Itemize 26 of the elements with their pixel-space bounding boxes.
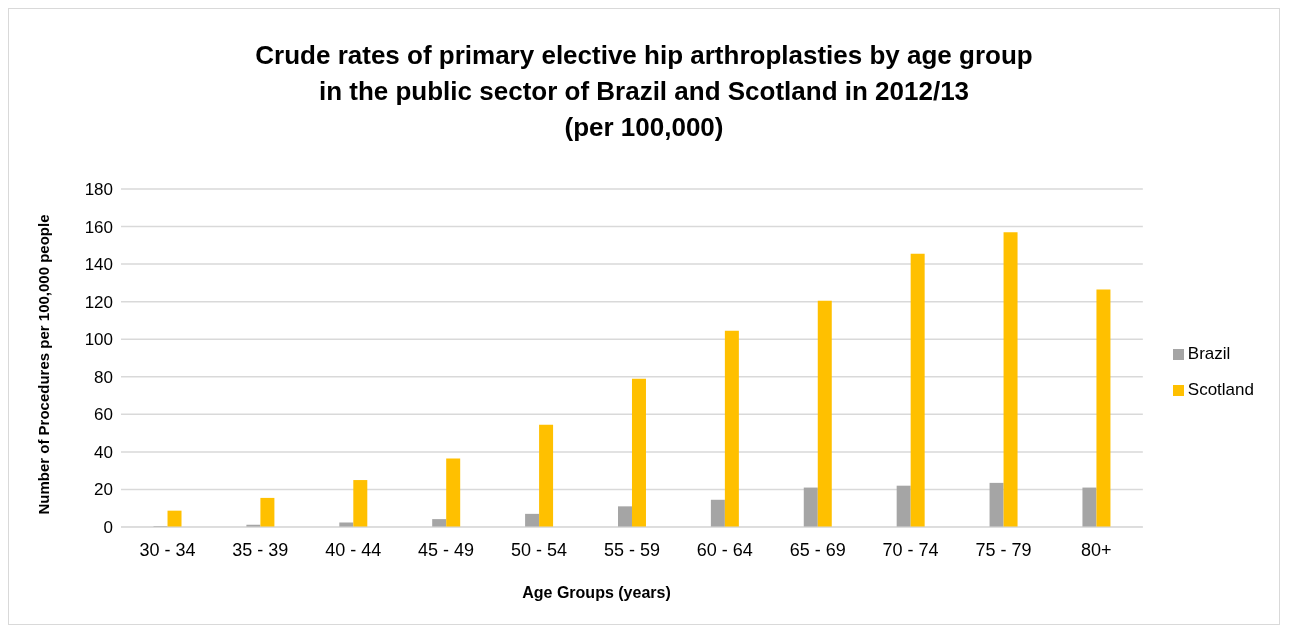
legend-label: Brazil (1187, 344, 1231, 363)
x-tick-label: 80+ (1081, 539, 1112, 560)
x-tick-label: 40 - 44 (325, 539, 382, 560)
x-tick-label: 35 - 39 (232, 539, 289, 560)
y-tick-label: 80 (94, 367, 113, 387)
y-tick-label: 100 (84, 330, 113, 350)
x-tick-label: 30 - 34 (139, 539, 196, 560)
x-tick-label: 70 - 74 (882, 539, 939, 560)
x-tick-label: 45 - 49 (418, 539, 475, 560)
y-tick-label: 140 (84, 255, 113, 275)
x-tick-label: 75 - 79 (975, 539, 1032, 560)
y-tick-label: 60 (94, 405, 113, 425)
chart-title: Crude rates of primary elective hip arthroplasties by age group in the public sector of Brazil and Scotland in 2012/13 (per 100,000) (254, 39, 1034, 144)
x-tick-label: 55 - 59 (603, 539, 660, 560)
y-tick-label: 180 (84, 180, 113, 200)
y-tick-label: 160 (84, 217, 113, 237)
y-axis-title: Number of Procedures per 100,000 people (34, 213, 52, 515)
x-tick-label: 60 - 64 (696, 539, 753, 560)
y-tick-label: 0 (103, 518, 113, 538)
y-tick-label: 40 (94, 442, 113, 462)
y-tick-label: 120 (84, 292, 113, 312)
y-tick-label: 20 (94, 480, 113, 500)
x-axis-title: Age Groups (years) (521, 584, 672, 602)
x-tick-label: 50 - 54 (511, 539, 568, 560)
legend-label: Scotland (1187, 380, 1254, 399)
x-tick-label: 65 - 69 (789, 539, 846, 560)
